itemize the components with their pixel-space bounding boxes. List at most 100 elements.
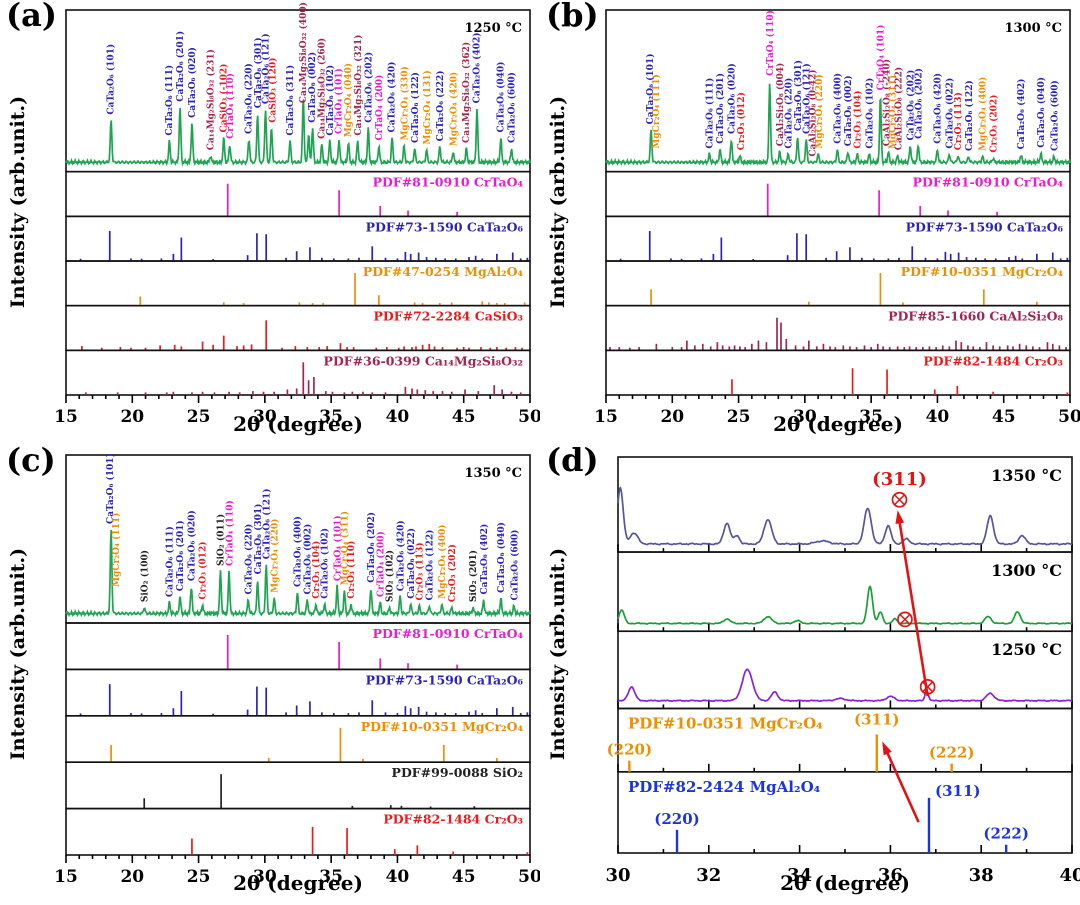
tick-label: 25 [187, 867, 211, 887]
peak-label: CaTa₂O₆ (301) [253, 37, 264, 108]
peak-label: CaTa₂O₆ (121) [801, 63, 812, 134]
peak-label: CaTa₂O₆ (102) [864, 78, 875, 149]
panel-letter-c: (c) [6, 441, 56, 479]
tick-label: 15 [54, 867, 78, 887]
tick-label: 25 [727, 407, 751, 427]
peak-label: CaTa₂O₆ (420) [395, 520, 406, 591]
peak-label: CrTaO₄ (110) [224, 500, 235, 566]
peak-label: SiO₂ (201) [468, 550, 479, 602]
tick-label: 40 [386, 407, 410, 427]
peak-label: CaTa₂O₆ (220) [243, 63, 254, 134]
peak-label: CaTa₂O₆ (040) [1036, 77, 1047, 148]
spectrum-curve [605, 83, 1071, 167]
x-axis-label: 2θ (degree) [773, 412, 903, 436]
temperature-label: 1350 °C [464, 466, 522, 481]
peak-label: MgCr₂O₄ (330) [399, 66, 410, 140]
peak-label: SiO₂ (102) [385, 550, 396, 602]
tick-label: 32 [696, 865, 721, 886]
peak-label: CaTa₂O₆ (311) [285, 65, 296, 136]
peak-label: CaAl₂Si₂O₈ (004) [775, 63, 786, 146]
tick-label: 35 [319, 407, 343, 427]
panel-d-plot: 1350 °C 1300 °C 1250 °C (220) (311) (222) PDF#… [605, 456, 1080, 886]
x-axis-label: 2θ (degree) [780, 871, 910, 895]
peak-label: CaSiO₃ (-102) [218, 64, 229, 133]
tick-label: 25 [187, 407, 211, 427]
peak-label: MgCr₂O₄ (311) [888, 75, 899, 149]
temperature-label: 1300 °C [991, 561, 1062, 580]
tick-label: 30 [605, 865, 630, 886]
peak-label: CrTaO₄ (110) [765, 10, 776, 76]
peak-label: CaTa₂O₆ (111) [165, 526, 176, 597]
peak-label: CaTa₂O₆ (101) [645, 54, 656, 125]
annotation-arrowhead [895, 510, 905, 525]
peak-label: SiO₂ (100) [139, 550, 150, 602]
tick-label: 30 [793, 407, 817, 427]
peak-label: CaTa₂O₆ (220) [243, 524, 254, 595]
tick-label: 35 [319, 867, 343, 887]
peak-label: CaTa₂O₆ (420) [933, 73, 944, 144]
peak-label: CaTa₂O₆ (202) [366, 512, 377, 583]
pdf-label: PDF#81-0910 CrTaO₄ [913, 175, 1064, 190]
tick-label: 36 [878, 865, 903, 886]
pdf-label: PDF#47-0254 MgAl₂O₄ [363, 264, 524, 279]
peak-label: Cr₂O₃ (113) [953, 92, 964, 150]
peak-label: CaTa₂O₆ (400) [833, 73, 844, 144]
peak-label: CaTa₂O₆ (600) [509, 530, 520, 601]
temperature-label: 1300 °C [1004, 21, 1062, 36]
peak-label: MgCr₂O₄ (311) [340, 511, 351, 585]
tick-label: 35 [859, 407, 883, 427]
peak-label: CaTa₂O₆ (121) [261, 488, 272, 559]
pdf-label: PDF#81-0910 CrTaO₄ [373, 626, 524, 641]
peak-label: CaAl₂Si₂O₈ (-240) [882, 59, 893, 146]
tick-label: 15 [54, 407, 78, 427]
peak-label: CrTaO₄ (101) [876, 25, 887, 91]
peak-label: SiO₂ (011) [216, 514, 227, 566]
peak-label: MgCr₂O₄ (400) [437, 524, 448, 598]
peak-label: Cr₂O₃ (113) [415, 542, 426, 600]
peak-label: CaTa₂O₆ (102) [320, 528, 331, 599]
tick-label: 45 [992, 407, 1016, 427]
tick-label: 45 [452, 867, 476, 887]
y-axis-label: Intensity (arb.unit.) [7, 95, 29, 309]
y-axis-label: Intensity (arb.unit.) [7, 547, 29, 761]
peak-label: Cr₂O₃ (202) [447, 544, 458, 602]
panel-a: (a) Intensity (arb.unit.) 1250 °C CaTa₂O₆… [0, 0, 540, 445]
peak-label: CaSiO₃ (120) [267, 58, 278, 123]
peak-label: CaTa₂O₆ (111) [705, 78, 716, 149]
pdf-label: PDF#10-0351 MgCr₂O₄ [901, 264, 1064, 279]
peak-label: CaTa₂O₆ (220) [783, 78, 794, 149]
peak-label: CaAl₂Si₂O₈ (222) [894, 67, 905, 150]
y-axis-label: Intensity (arb.unit.) [547, 547, 569, 761]
peak-label: CrTaO₄ (101) [332, 515, 343, 581]
panel-c: (c) Intensity (arb.unit.) 1350 °C CaTa₂O₆… [0, 441, 540, 905]
panel-c-plot: 1350 °C CaTa₂O₆ (101)MgCr₂O₄ (111) SiO₂ (1… [54, 453, 540, 887]
peak-label: Cr₂O₃ (012) [198, 542, 209, 600]
tick-label: 20 [120, 867, 144, 887]
hkl-label: (222) [929, 744, 975, 762]
peak-label: CaTa₂O₆ (400) [293, 516, 304, 587]
spectrum-curve [65, 99, 531, 167]
peak-label: CaTa₂O₆ (121) [261, 33, 272, 104]
pdf-label: PDF#73-1590 CaTa₂O₆ [366, 219, 524, 234]
tick-label: 50 [1058, 407, 1080, 427]
peak-label: CaTa₂O₆ (022) [945, 78, 956, 149]
peak-label: MgCr₂O₄ (131) [422, 70, 433, 144]
pdf-label: PDF#36-0399 Ca₁₄Mg₂Si₈O₃₂ [324, 353, 523, 368]
peak-label: CaTa₂O₆ (202) [913, 68, 924, 139]
peak-label: MgCr₂O₄ (220) [814, 74, 825, 148]
temperature-label: 1350 °C [991, 466, 1062, 485]
tick-label: 30 [253, 867, 277, 887]
peak-label: Ca₁₄Mg₂Si₈O₃₂ (231) [206, 49, 217, 150]
pdf-label: PDF#82-1484 Cr₂O₃ [383, 812, 523, 827]
tick-label: 40 [926, 407, 950, 427]
peak-label: CaTa₂O₆ (600) [1049, 80, 1060, 151]
tick-label: 38 [969, 865, 994, 886]
peak-label: CaTa₂O₆ (040) [496, 522, 507, 593]
peak-label: CaAl₂Si₂O₈ (0-42) [807, 69, 818, 156]
tick-label: 15 [594, 407, 618, 427]
peak-label: CaTa₂O₆ (402) [472, 33, 483, 104]
pdf-label: PDF#73-1590 CaTa₂O₆ [906, 219, 1064, 234]
tick-label: 40 [386, 867, 410, 887]
